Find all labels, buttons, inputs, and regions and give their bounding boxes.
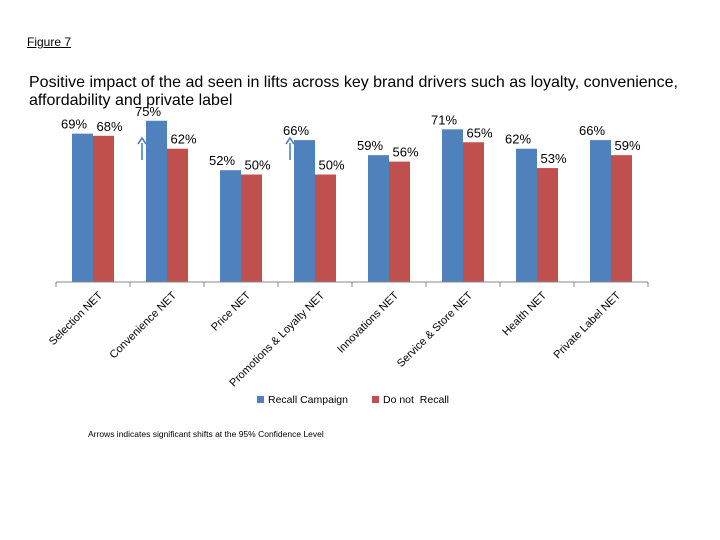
legend-label-recall-campaign: Recall Campaign	[268, 394, 348, 406]
data-label-do-not-recall-price-net: 50%	[244, 158, 270, 173]
data-label-recall-campaign-convenience-net: 75%	[135, 104, 161, 119]
data-label-do-not-recall-health-net: 53%	[540, 151, 566, 166]
category-label-service-and-store-net: Service & Store NET	[395, 289, 475, 369]
category-label-health-net: Health NET	[500, 289, 549, 338]
data-label-do-not-recall-innovations-net: 56%	[392, 145, 418, 160]
bar-recall-campaign-convenience-net	[146, 120, 167, 282]
bar-recall-campaign-health-net	[516, 148, 537, 282]
bar-do-not-recall-promotions-and-loyalty-net	[315, 174, 336, 282]
bar-recall-campaign-private-label-net	[590, 140, 611, 282]
data-label-do-not-recall-private-label-net: 59%	[614, 138, 640, 153]
bar-do-not-recall-innovations-net	[389, 161, 410, 282]
legend: Recall Campaign Do not Recall	[257, 394, 449, 406]
figure-label: Figure 7	[27, 35, 72, 49]
data-label-do-not-recall-service-and-store-net: 65%	[466, 125, 492, 140]
data-label-recall-campaign-service-and-store-net: 71%	[431, 112, 457, 127]
category-label-selection-net: Selection NET	[47, 289, 105, 347]
category-label-private-label-net: Private Label NET	[552, 289, 624, 361]
data-label-recall-campaign-price-net: 52%	[209, 153, 235, 168]
data-labels: 69% 68% 75% 62% 52% 50% 66% 50% 59% 56% 71% 65% 62% 5…	[61, 104, 641, 173]
bar-do-not-recall-convenience-net	[167, 148, 188, 282]
bar-do-not-recall-private-label-net	[611, 155, 632, 282]
data-label-do-not-recall-selection-net: 68%	[96, 119, 122, 134]
x-axis-ticks	[55, 282, 649, 287]
arrow-up-icon-head	[137, 136, 147, 145]
category-label-convenience-net: Convenience NET	[108, 289, 180, 361]
data-label-recall-campaign-promotions-and-loyalty-net: 66%	[283, 123, 309, 138]
category-labels: Selection NET Convenience NET Price NETPro…	[47, 289, 623, 389]
data-label-do-not-recall-promotions-and-loyalty-net: 50%	[318, 158, 344, 173]
bar-recall-campaign-price-net	[220, 170, 241, 282]
footnote: Arrows indicates significant shifts at t…	[88, 429, 324, 439]
data-label-recall-campaign-private-label-net: 66%	[579, 123, 605, 138]
bar-recall-campaign-service-and-store-net	[442, 129, 463, 282]
bar-recall-campaign-selection-net	[72, 133, 93, 282]
legend-label-do-not-recall: Do not Recall	[383, 394, 449, 406]
significance-arrows	[137, 136, 295, 160]
chart-title: Positive impact of the ad seen in lifts …	[29, 74, 678, 109]
bar-do-not-recall-selection-net	[93, 135, 114, 282]
data-label-recall-campaign-health-net: 62%	[505, 132, 531, 147]
bars-layer	[72, 120, 632, 282]
bar-do-not-recall-price-net	[241, 174, 262, 282]
category-label-price-net: Price NET	[209, 289, 253, 333]
category-label-innovations-net: Innovations NET	[335, 289, 401, 355]
bar-do-not-recall-service-and-store-net	[463, 142, 484, 282]
data-label-recall-campaign-selection-net: 69%	[61, 117, 87, 132]
data-label-do-not-recall-convenience-net: 62%	[170, 132, 196, 147]
legend-swatch-do-not-recall	[372, 396, 379, 403]
bar-do-not-recall-health-net	[537, 168, 558, 282]
bar-recall-campaign-promotions-and-loyalty-net	[294, 140, 315, 282]
data-label-recall-campaign-innovations-net: 59%	[357, 138, 383, 153]
bar-recall-campaign-innovations-net	[368, 155, 389, 282]
legend-swatch-recall-campaign	[257, 396, 264, 403]
arrow-up-icon-head	[285, 136, 295, 145]
